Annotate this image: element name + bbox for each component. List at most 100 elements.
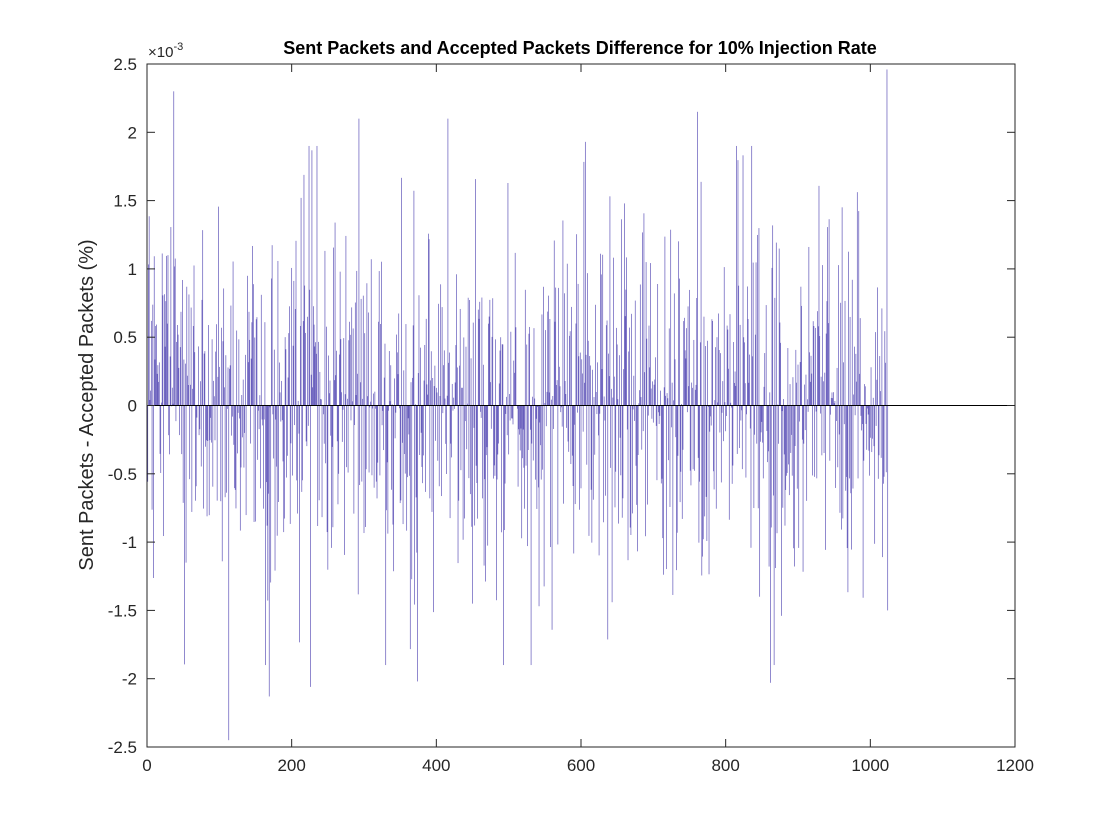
bar (482, 405, 483, 499)
y-tick-label: -0.5 (108, 465, 137, 484)
bar (360, 382, 361, 406)
bar (454, 405, 455, 409)
bar (252, 245, 253, 406)
bar (750, 405, 752, 548)
bar (869, 405, 870, 476)
bar (861, 405, 863, 431)
bar (725, 405, 727, 432)
bar (289, 405, 291, 524)
bar (524, 405, 525, 509)
bar (582, 405, 584, 432)
bar (473, 405, 475, 428)
y-tick-label: -2.5 (108, 738, 137, 757)
bar (635, 405, 637, 466)
bar (546, 391, 548, 406)
bar (639, 390, 640, 406)
bar (820, 405, 821, 414)
bar (869, 405, 871, 438)
bar (509, 394, 510, 406)
bar (760, 405, 762, 433)
bar (470, 358, 472, 406)
bar (173, 91, 175, 406)
bar (693, 339, 695, 406)
bar (692, 387, 693, 406)
bar (281, 405, 283, 421)
bar (481, 297, 483, 406)
bar (657, 283, 659, 406)
bar (843, 362, 844, 406)
bar (182, 405, 184, 503)
bar (266, 405, 268, 526)
bar (257, 405, 259, 460)
bar (161, 402, 162, 406)
bar (446, 395, 448, 406)
bar (646, 338, 648, 406)
bar (441, 405, 442, 497)
bar (302, 405, 303, 481)
bar (745, 405, 747, 478)
bar (590, 365, 591, 406)
bar (356, 270, 358, 406)
bar (612, 397, 614, 406)
bar (843, 405, 845, 425)
bar (613, 257, 614, 406)
bar (719, 405, 721, 433)
bar (775, 242, 777, 406)
bar (159, 405, 161, 454)
bar (587, 273, 588, 406)
bar (754, 405, 755, 435)
bar (621, 219, 622, 406)
bar (424, 344, 426, 406)
bar (402, 405, 404, 525)
bar (797, 364, 799, 406)
bar (432, 378, 434, 406)
bar (383, 405, 384, 451)
bar (825, 333, 827, 406)
bar (156, 324, 157, 406)
bar (290, 405, 292, 444)
bar (362, 295, 364, 406)
bar (180, 311, 182, 406)
bar (430, 380, 431, 406)
bar (521, 405, 523, 539)
bar (846, 405, 847, 477)
bar (407, 405, 409, 419)
bar (728, 405, 730, 520)
bar (708, 405, 710, 575)
bar (569, 331, 571, 406)
bar (684, 350, 686, 406)
bar (876, 379, 878, 406)
bar (857, 405, 859, 479)
bar (710, 405, 712, 426)
bar (853, 394, 855, 406)
bar (735, 385, 737, 406)
bar (193, 265, 195, 406)
bar (431, 405, 433, 512)
bar (228, 405, 230, 741)
bar (847, 405, 849, 593)
bar (780, 342, 781, 406)
bar (372, 405, 374, 409)
bar (685, 358, 687, 406)
bar (349, 321, 350, 406)
bar (467, 403, 468, 406)
bar (300, 197, 302, 406)
bar (364, 333, 366, 406)
bar (830, 397, 832, 406)
bar (695, 384, 697, 406)
bar (851, 405, 852, 550)
bar (856, 192, 858, 406)
bar (461, 387, 463, 406)
bar (803, 405, 805, 444)
bar (367, 396, 368, 406)
bar (298, 405, 300, 434)
bar (294, 309, 296, 406)
bar (381, 405, 383, 426)
bar (664, 236, 666, 406)
bar (310, 405, 311, 687)
bar (877, 287, 878, 406)
bar (321, 405, 323, 518)
bar (849, 316, 851, 406)
bar (365, 405, 367, 470)
bar (760, 405, 761, 442)
